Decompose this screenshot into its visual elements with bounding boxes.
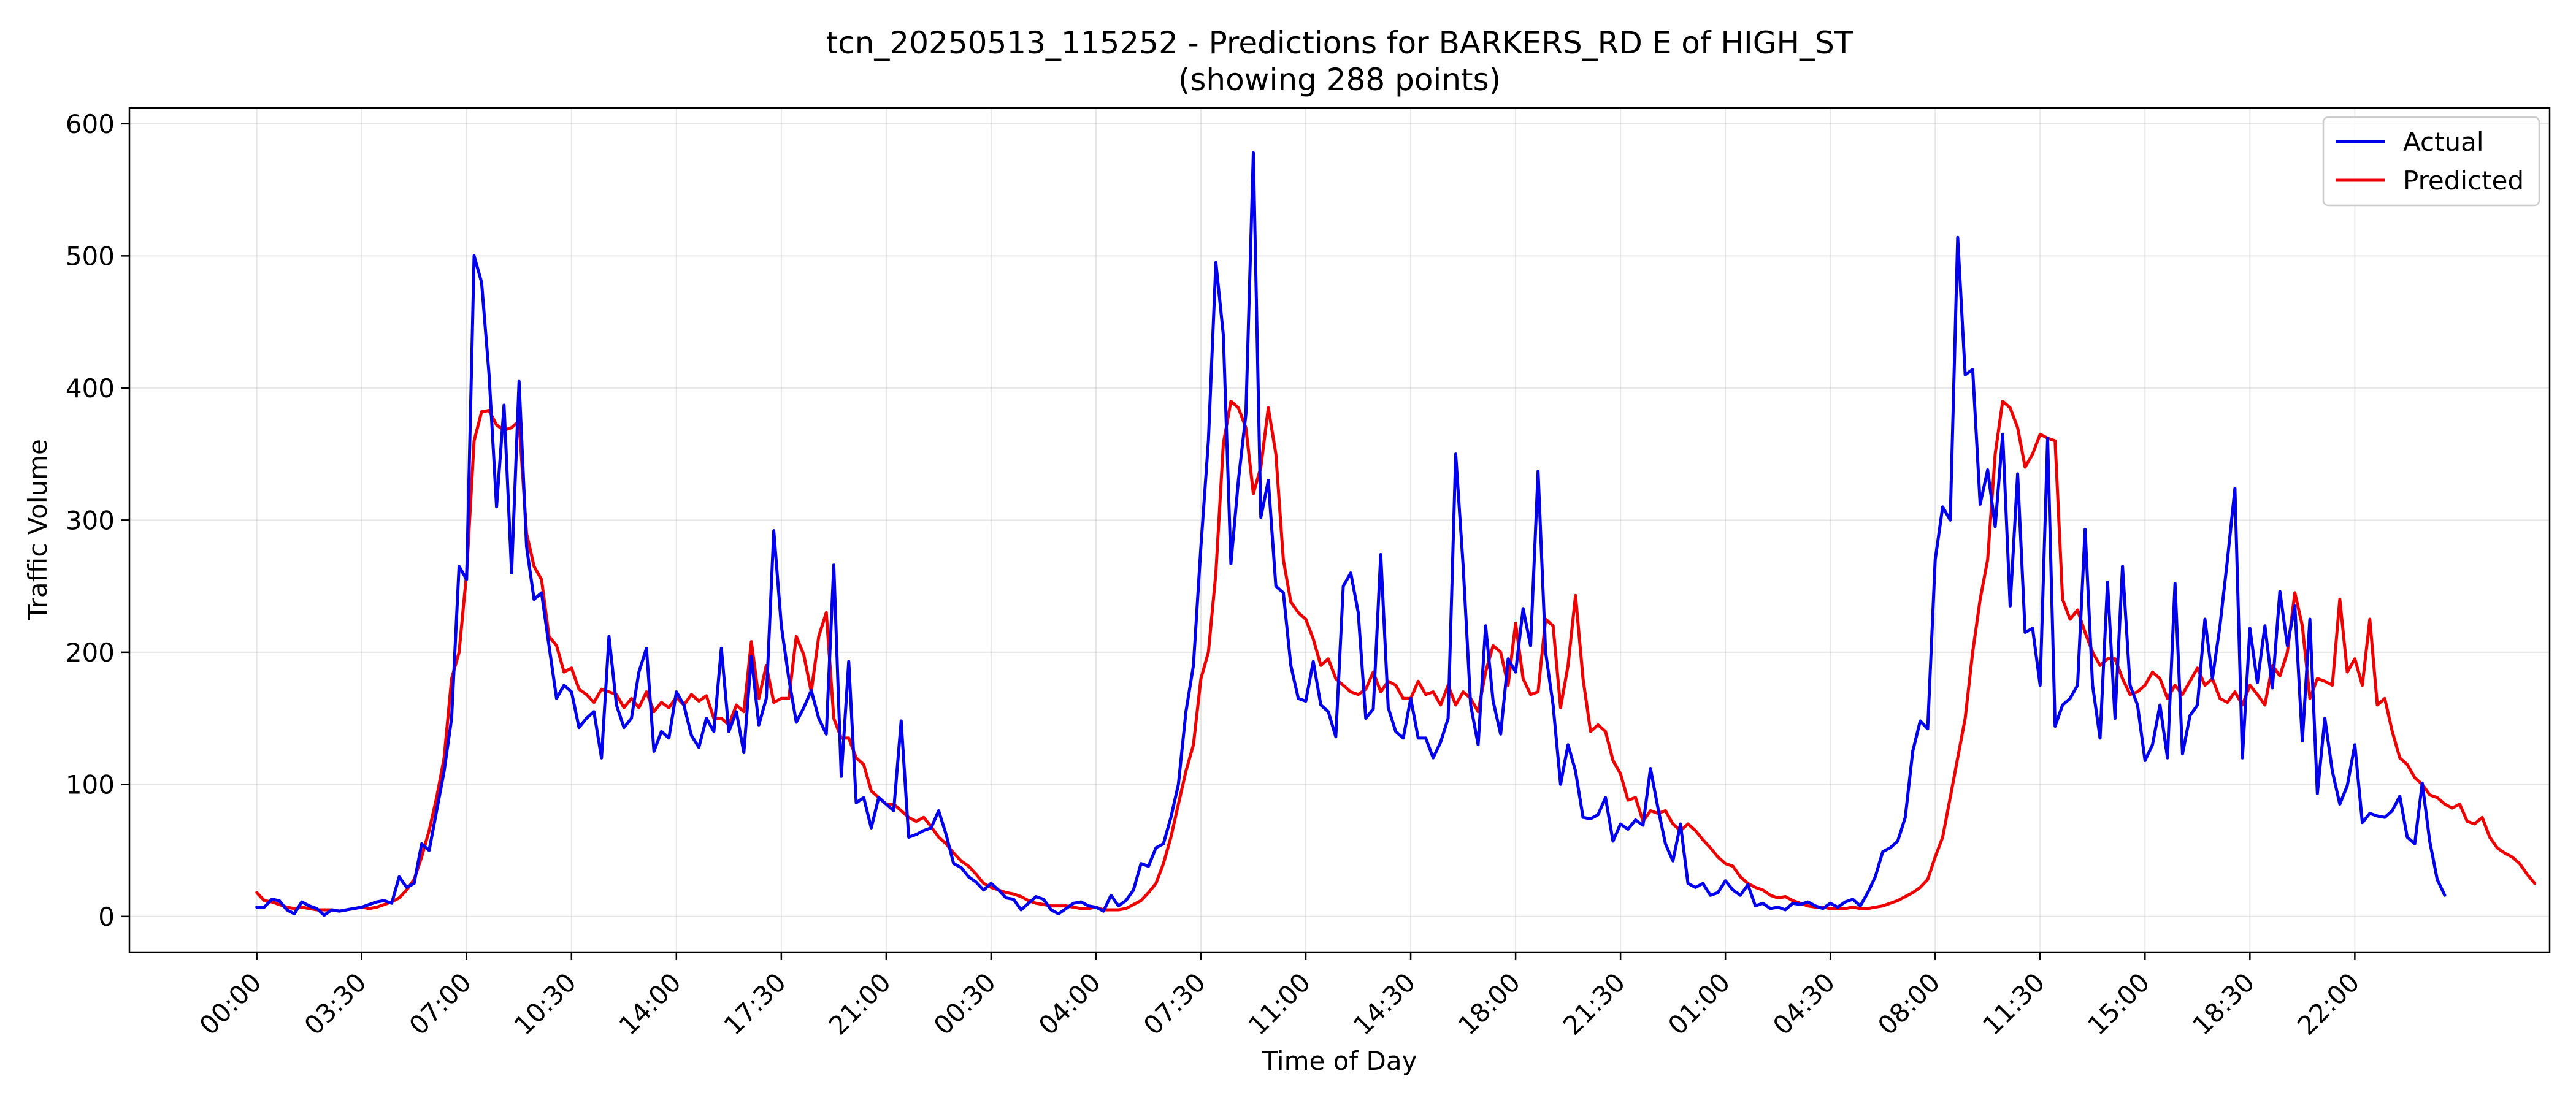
series-line-actual (255, 151, 2447, 917)
y-tick-label: 400 (66, 373, 115, 403)
y-tick-label: 100 (66, 769, 115, 799)
x-axis-label: Time of Day (1262, 1046, 1417, 1076)
y-tick-label: 600 (66, 109, 115, 139)
chart-subtitle: (showing 288 points) (1178, 62, 1501, 97)
grid (129, 108, 2550, 952)
y-tick-label: 0 (98, 902, 115, 932)
chart-title: tcn_20250513_115252 - Predictions for BA… (826, 25, 1853, 61)
y-tick-label: 500 (66, 241, 115, 271)
y-axis: 0 100 200 300 400 500 600 (66, 109, 129, 932)
y-axis-label: Traffic Volume (23, 439, 53, 621)
y-tick-label: 200 (66, 638, 115, 668)
legend-label-predicted: Predicted (2403, 166, 2524, 196)
legend: Actual Predicted (2322, 116, 2540, 207)
series-line-predicted (255, 399, 2537, 913)
series-lines (255, 151, 2537, 917)
y-tick-label: 300 (66, 505, 115, 535)
legend-box (2322, 116, 2540, 207)
plot-area-frame (128, 107, 2551, 953)
legend-label-actual: Actual (2403, 127, 2484, 157)
